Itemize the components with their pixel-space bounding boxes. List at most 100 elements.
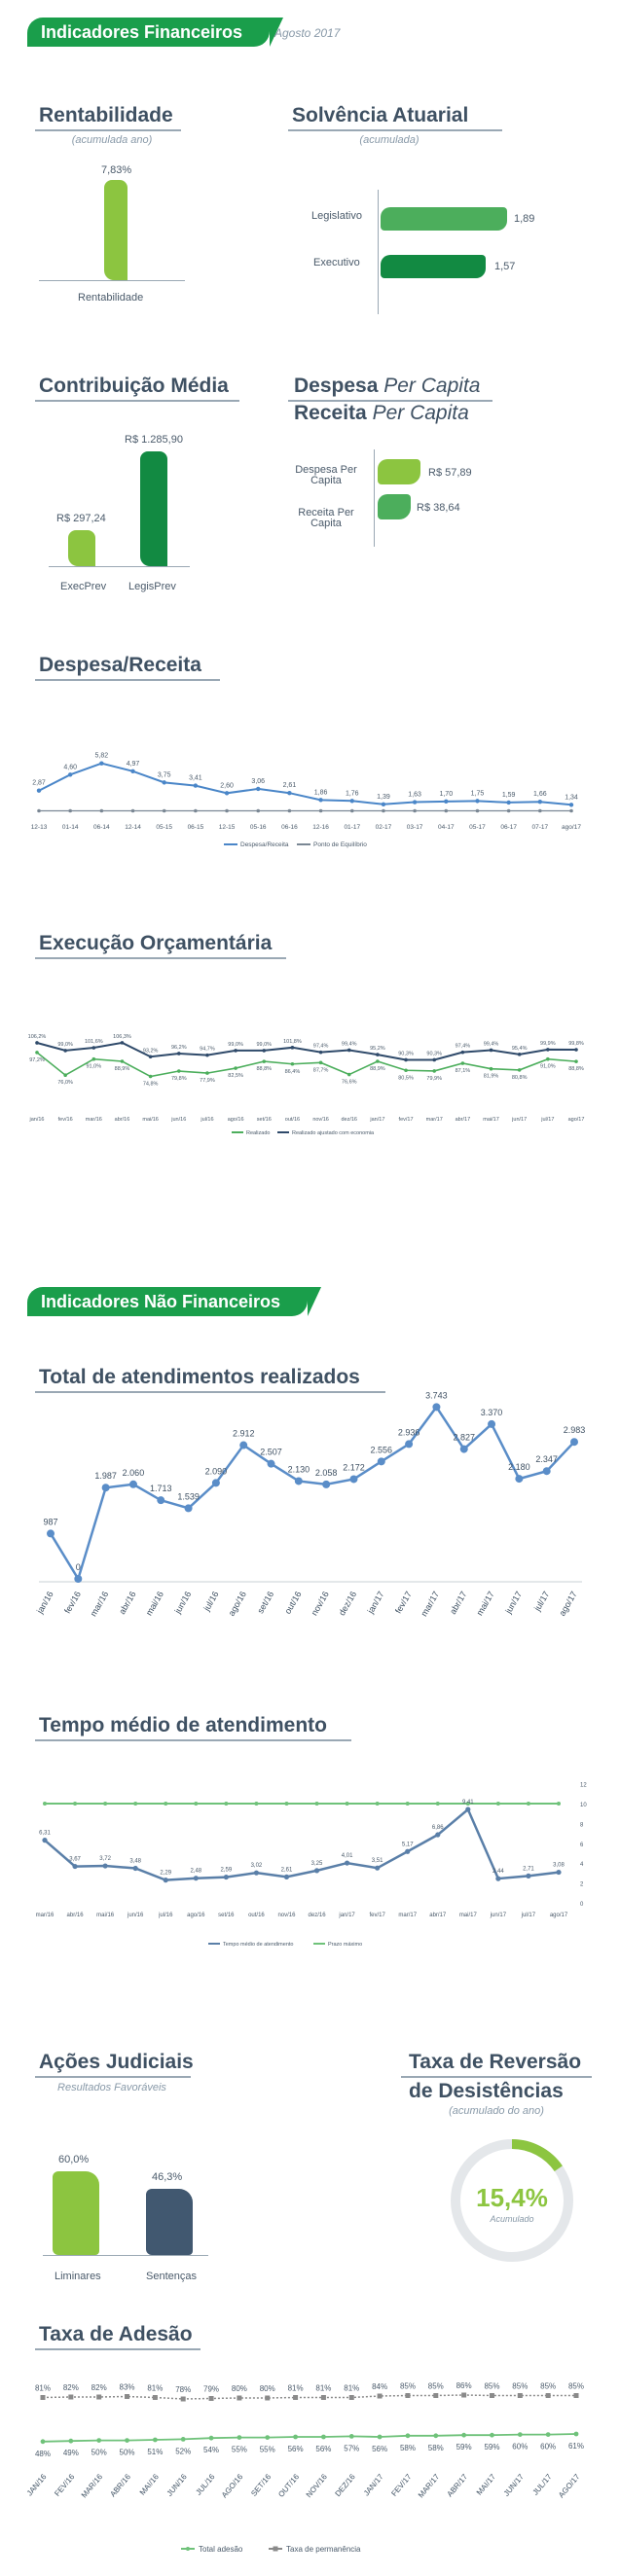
atendimentos-point xyxy=(267,1459,275,1468)
permanencia-point xyxy=(237,2395,242,2401)
tempo-y-tick-label: 8 xyxy=(580,1822,584,1828)
permanencia-data-label: 79% xyxy=(203,2385,219,2394)
total-adesao-point xyxy=(180,2437,186,2442)
despesa-receita-underline xyxy=(35,679,220,681)
acoes-value-liminares: 60,0% xyxy=(58,2154,90,2165)
atendimentos-point xyxy=(101,1484,110,1492)
solvencia-bar-executivo xyxy=(381,255,486,278)
total-adesao-point xyxy=(208,2435,214,2441)
atendimentos-tick-label: dez/16 xyxy=(337,1590,358,1617)
despesa-receita-tick-label: 06-17 xyxy=(500,824,517,831)
realizado-point xyxy=(35,1051,39,1055)
despesa-receita-title: Despesa/Receita xyxy=(39,654,201,676)
reversao-title-2: de Desistências xyxy=(409,2080,564,2102)
execucao-tick-label: mar/16 xyxy=(86,1117,102,1123)
prazo-maximo-point xyxy=(73,1802,78,1806)
adesao-tick-label: FEV/16 xyxy=(53,2472,76,2498)
tempo-medio-point xyxy=(465,1807,471,1812)
tempo-medio-point xyxy=(163,1878,168,1883)
economia-data-label: 99,4% xyxy=(484,1041,499,1047)
tempo-tick-label: dez/16 xyxy=(309,1913,327,1918)
realizado-point xyxy=(262,1059,267,1063)
despesa-receita-point xyxy=(444,799,449,805)
legend-marker-total xyxy=(186,2547,190,2551)
realizado-data-label: 86,4% xyxy=(285,1069,301,1075)
prazo-maximo-point xyxy=(465,1802,470,1806)
atendimentos-tick-label: set/16 xyxy=(255,1590,275,1615)
realizado-point xyxy=(376,1059,380,1063)
permanencia-point xyxy=(517,2393,523,2398)
tempo-tick-label: jun/17 xyxy=(490,1913,507,1918)
reversao-value: 15,4% xyxy=(476,2183,548,2212)
total-adesao-point xyxy=(517,2432,523,2437)
adesao-chart: 81% 48% JAN/16 82% 49% FEV/16 82% 50% MAR/16 83% 5… xyxy=(25,2381,584,2554)
total-adesao-data-label: 49% xyxy=(63,2449,79,2457)
total-adesao-point xyxy=(461,2432,467,2438)
atendimentos-tick-label: mai/16 xyxy=(144,1590,165,1617)
permanencia-data-label: 81% xyxy=(147,2384,163,2393)
execucao-tick-label: mai/16 xyxy=(142,1117,159,1123)
adesao-tick-label: SET/16 xyxy=(249,2472,273,2498)
total-adesao-data-label: 59% xyxy=(456,2443,472,2451)
reversao-underline xyxy=(401,2076,592,2078)
percapita-underline xyxy=(288,400,492,402)
realizado-point xyxy=(460,1061,465,1065)
equilibrium-point xyxy=(444,808,449,813)
tempo-title: Tempo médio de atendimento xyxy=(39,1714,327,1736)
total-adesao-data-label: 50% xyxy=(120,2449,135,2457)
atendimentos-data-label: 2.556 xyxy=(371,1445,393,1454)
permanencia-point xyxy=(208,2396,214,2401)
prazo-maximo-point xyxy=(133,1802,138,1806)
despesa-receita-tick-label: 01-17 xyxy=(344,824,360,831)
contribuicao-bar-execprev xyxy=(68,530,95,566)
atendimentos-tick-label: jul/17 xyxy=(531,1590,551,1613)
tempo-data-label: 2,59 xyxy=(221,1868,233,1874)
economia-data-label: 97,4% xyxy=(313,1044,329,1050)
equilibrium-point xyxy=(194,808,198,813)
economia-point xyxy=(489,1048,493,1053)
atendimentos-data-label: 2.060 xyxy=(123,1468,145,1478)
realizado-data-label: 76,6% xyxy=(342,1080,357,1086)
economia-point xyxy=(574,1048,578,1052)
economia-data-label: 97,4% xyxy=(456,1044,471,1050)
permanencia-data-label: 82% xyxy=(63,2383,79,2392)
economia-point xyxy=(318,1050,323,1055)
rentabilidade-bar xyxy=(104,180,128,280)
tempo-tick-label: jan/17 xyxy=(338,1913,355,1918)
adesao-tick-label: FEV/17 xyxy=(389,2472,413,2498)
economia-point xyxy=(262,1049,267,1053)
despesa-receita-data-label: 1,76 xyxy=(346,790,359,797)
tempo-data-label: 6,86 xyxy=(432,1825,444,1831)
atendimentos-point xyxy=(570,1438,578,1447)
adesao-tick-label: JAN/17 xyxy=(362,2472,385,2497)
execucao-tick-label: fev/16 xyxy=(58,1117,73,1123)
atendimentos-tick-label: mar/17 xyxy=(419,1590,441,1618)
solvencia-bar-legislativo xyxy=(381,207,507,231)
tempo-data-label: 5,17 xyxy=(402,1842,414,1847)
total-adesao-point xyxy=(377,2434,383,2440)
solvencia-title: Solvência Atuarial xyxy=(292,104,469,126)
economia-point xyxy=(460,1050,465,1055)
permanencia-point xyxy=(125,2394,130,2399)
tempo-y-tick-label: 10 xyxy=(580,1803,587,1808)
total-adesao-point xyxy=(237,2435,242,2440)
prazo-maximo-point xyxy=(435,1802,440,1806)
equilibrium-point xyxy=(256,808,261,813)
execucao-tick-label: jul/17 xyxy=(540,1117,554,1123)
despesa-receita-data-label: 2,61 xyxy=(283,782,297,789)
equilibrium-point xyxy=(287,808,292,813)
despesa-receita-tick-label: 01-14 xyxy=(62,824,79,831)
despesa-receita-point xyxy=(36,788,42,793)
percapita-label-despesa: Despesa Per Capita xyxy=(295,464,357,486)
permanencia-point xyxy=(96,2394,102,2400)
realizado-point xyxy=(148,1074,153,1079)
reversao-inner-label: Acumulado xyxy=(490,2214,534,2224)
atendimentos-line xyxy=(49,1405,575,1583)
adesao-tick-label: JUN/16 xyxy=(165,2472,189,2498)
atendimentos-data-label: 1.987 xyxy=(94,1471,117,1481)
despesa-receita-point xyxy=(475,799,480,804)
total-adesao-data-label: 60% xyxy=(540,2443,556,2451)
atendimentos-data-label: 2.172 xyxy=(343,1462,365,1472)
realizado-point xyxy=(176,1069,181,1073)
adesao-tick-label: ABR/17 xyxy=(446,2472,470,2498)
